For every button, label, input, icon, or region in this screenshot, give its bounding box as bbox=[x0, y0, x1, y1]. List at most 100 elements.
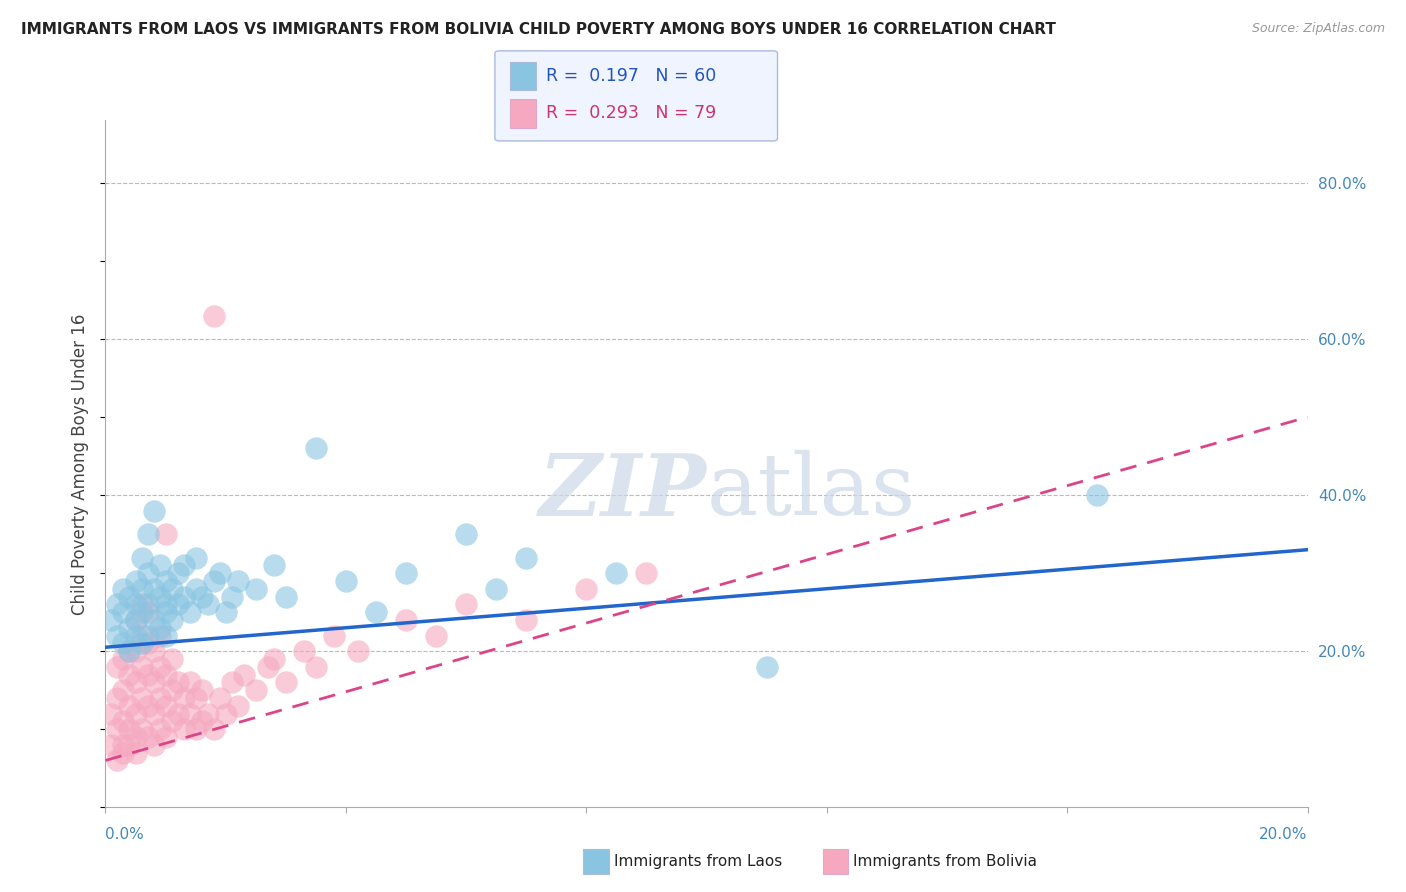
Point bbox=[190, 590, 212, 604]
Point bbox=[107, 628, 129, 642]
Point bbox=[131, 605, 153, 619]
Point bbox=[100, 706, 122, 721]
Text: Source: ZipAtlas.com: Source: ZipAtlas.com bbox=[1251, 22, 1385, 36]
Point bbox=[107, 660, 129, 674]
Point bbox=[118, 723, 141, 737]
Point bbox=[454, 527, 477, 541]
Point bbox=[136, 636, 159, 650]
Point bbox=[1085, 488, 1108, 502]
Point bbox=[155, 628, 177, 642]
Point bbox=[148, 621, 170, 635]
Point bbox=[124, 706, 146, 721]
Point bbox=[347, 644, 370, 658]
Point bbox=[124, 730, 146, 744]
Point bbox=[166, 566, 188, 580]
Point bbox=[274, 590, 297, 604]
Point bbox=[184, 723, 207, 737]
Point bbox=[173, 590, 195, 604]
Text: 0.0%: 0.0% bbox=[105, 827, 145, 842]
Point bbox=[131, 582, 153, 596]
Point bbox=[100, 613, 122, 627]
Point bbox=[118, 738, 141, 752]
Point bbox=[148, 690, 170, 705]
Point bbox=[124, 613, 146, 627]
Point bbox=[107, 753, 129, 767]
Point bbox=[515, 613, 537, 627]
Point bbox=[197, 598, 219, 612]
Point bbox=[142, 644, 165, 658]
Point bbox=[263, 652, 285, 666]
Point bbox=[184, 690, 207, 705]
Point bbox=[173, 723, 195, 737]
Point bbox=[755, 660, 778, 674]
Point bbox=[112, 714, 135, 729]
Point bbox=[118, 644, 141, 658]
Point bbox=[148, 723, 170, 737]
Text: atlas: atlas bbox=[707, 450, 915, 533]
Text: Immigrants from Bolivia: Immigrants from Bolivia bbox=[853, 855, 1038, 869]
Point bbox=[197, 706, 219, 721]
Point bbox=[575, 582, 598, 596]
Point bbox=[136, 527, 159, 541]
Point bbox=[184, 550, 207, 565]
Point bbox=[160, 613, 183, 627]
Point bbox=[131, 550, 153, 565]
Point bbox=[425, 628, 447, 642]
Point bbox=[245, 582, 267, 596]
Point bbox=[155, 598, 177, 612]
Point bbox=[142, 675, 165, 690]
Point bbox=[202, 723, 225, 737]
Point bbox=[142, 613, 165, 627]
Point bbox=[292, 644, 315, 658]
Point bbox=[335, 574, 357, 588]
Point bbox=[118, 667, 141, 681]
Point bbox=[124, 675, 146, 690]
Point bbox=[173, 558, 195, 573]
Point bbox=[232, 667, 254, 681]
Point bbox=[118, 590, 141, 604]
Point bbox=[515, 550, 537, 565]
Point bbox=[124, 644, 146, 658]
Point bbox=[184, 582, 207, 596]
Text: 20.0%: 20.0% bbox=[1260, 827, 1308, 842]
Text: Immigrants from Laos: Immigrants from Laos bbox=[614, 855, 783, 869]
Point bbox=[160, 714, 183, 729]
Text: R =  0.293   N = 79: R = 0.293 N = 79 bbox=[546, 104, 716, 122]
Point bbox=[179, 675, 201, 690]
Point bbox=[245, 683, 267, 698]
Point bbox=[136, 730, 159, 744]
Point bbox=[112, 582, 135, 596]
Point bbox=[155, 730, 177, 744]
Point bbox=[214, 706, 236, 721]
Point bbox=[605, 566, 627, 580]
Y-axis label: Child Poverty Among Boys Under 16: Child Poverty Among Boys Under 16 bbox=[72, 313, 90, 615]
Point bbox=[112, 738, 135, 752]
Point bbox=[124, 598, 146, 612]
Point bbox=[148, 558, 170, 573]
Point bbox=[136, 566, 159, 580]
Point bbox=[124, 628, 146, 642]
Point bbox=[166, 706, 188, 721]
Point bbox=[208, 566, 231, 580]
Point bbox=[136, 698, 159, 713]
Point bbox=[112, 683, 135, 698]
Point bbox=[124, 613, 146, 627]
Point bbox=[131, 598, 153, 612]
Point bbox=[221, 590, 243, 604]
Point bbox=[112, 636, 135, 650]
Point bbox=[322, 628, 344, 642]
Point bbox=[142, 582, 165, 596]
Point bbox=[214, 605, 236, 619]
Point bbox=[142, 706, 165, 721]
Point bbox=[179, 706, 201, 721]
Point bbox=[202, 309, 225, 323]
Point bbox=[173, 690, 195, 705]
Point bbox=[148, 590, 170, 604]
Point bbox=[155, 574, 177, 588]
Point bbox=[131, 690, 153, 705]
Text: R =  0.197   N = 60: R = 0.197 N = 60 bbox=[546, 67, 716, 85]
Point bbox=[160, 582, 183, 596]
Point bbox=[148, 660, 170, 674]
Point bbox=[131, 636, 153, 650]
Point bbox=[107, 598, 129, 612]
